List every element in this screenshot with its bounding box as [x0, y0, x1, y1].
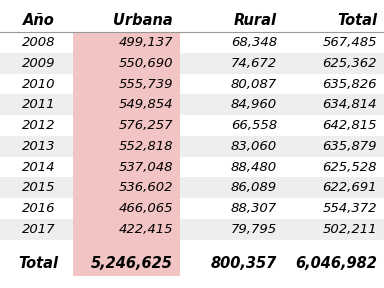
Text: 499,137: 499,137 [118, 36, 173, 49]
Text: Total: Total [337, 13, 377, 28]
Text: 2012: 2012 [22, 119, 55, 132]
Bar [73, 198, 180, 219]
Text: 74,672: 74,672 [231, 57, 277, 70]
Bar [180, 136, 284, 157]
Text: 88,307: 88,307 [231, 202, 277, 215]
Bar [284, 74, 384, 94]
Bar [0, 32, 73, 53]
Text: 554,372: 554,372 [323, 202, 377, 215]
Bar [180, 240, 384, 251]
Text: 6,046,982: 6,046,982 [295, 256, 377, 271]
Text: 642,815: 642,815 [323, 119, 377, 132]
Bar [73, 136, 180, 157]
Bar [0, 9, 384, 32]
Bar [73, 240, 180, 251]
Bar [284, 136, 384, 157]
Text: 552,818: 552,818 [118, 140, 173, 153]
Text: Rural: Rural [234, 13, 277, 28]
Bar [180, 177, 284, 198]
Text: 88,480: 88,480 [231, 160, 277, 174]
Bar [73, 53, 180, 74]
Text: 536,602: 536,602 [118, 181, 173, 194]
Text: 537,048: 537,048 [118, 160, 173, 174]
Text: 84,960: 84,960 [231, 98, 277, 111]
Text: Año: Año [23, 13, 54, 28]
Bar [180, 251, 384, 276]
Text: 549,854: 549,854 [118, 98, 173, 111]
Bar [0, 74, 73, 94]
Text: 2016: 2016 [22, 202, 55, 215]
Bar [180, 53, 284, 74]
Bar [180, 198, 284, 219]
Bar [180, 219, 284, 240]
Text: 800,357: 800,357 [211, 256, 277, 271]
Bar [284, 157, 384, 177]
Bar [284, 32, 384, 53]
Bar [180, 115, 284, 136]
Bar [73, 177, 180, 198]
Bar [0, 94, 73, 115]
Text: 83,060: 83,060 [231, 140, 277, 153]
Text: 502,211: 502,211 [323, 223, 377, 236]
Text: 422,415: 422,415 [118, 223, 173, 236]
Text: 2009: 2009 [22, 57, 55, 70]
Text: 80,087: 80,087 [231, 77, 277, 91]
Text: 635,826: 635,826 [323, 77, 377, 91]
Text: 625,528: 625,528 [323, 160, 377, 174]
Bar [180, 74, 284, 94]
Bar [0, 219, 73, 240]
Text: 2010: 2010 [22, 77, 55, 91]
Text: 86,089: 86,089 [231, 181, 277, 194]
Bar [73, 74, 180, 94]
Bar [73, 251, 180, 276]
Bar [0, 136, 73, 157]
Bar [0, 198, 73, 219]
Text: 567,485: 567,485 [323, 36, 377, 49]
Bar [0, 53, 73, 74]
Text: Total: Total [18, 256, 58, 271]
Bar [284, 53, 384, 74]
Bar [180, 157, 284, 177]
Bar [180, 94, 284, 115]
Bar [73, 32, 180, 53]
Text: 555,739: 555,739 [118, 77, 173, 91]
Bar [73, 115, 180, 136]
Text: 466,065: 466,065 [118, 202, 173, 215]
Bar [73, 157, 180, 177]
Bar [0, 251, 73, 276]
Text: 2014: 2014 [22, 160, 55, 174]
Text: 625,362: 625,362 [323, 57, 377, 70]
Text: 576,257: 576,257 [118, 119, 173, 132]
Text: 622,691: 622,691 [323, 181, 377, 194]
Bar [0, 240, 73, 251]
Bar [73, 94, 180, 115]
Text: 68,348: 68,348 [231, 36, 277, 49]
Bar [0, 115, 73, 136]
Text: 635,879: 635,879 [323, 140, 377, 153]
Bar [284, 219, 384, 240]
Bar [284, 94, 384, 115]
Text: 2013: 2013 [22, 140, 55, 153]
Text: 2008: 2008 [22, 36, 55, 49]
Text: Urbana: Urbana [113, 13, 173, 28]
Text: 2017: 2017 [22, 223, 55, 236]
Text: 2015: 2015 [22, 181, 55, 194]
Text: 79,795: 79,795 [231, 223, 277, 236]
Bar [0, 177, 73, 198]
Bar [180, 32, 284, 53]
Text: 550,690: 550,690 [118, 57, 173, 70]
Bar [284, 198, 384, 219]
Text: 5,246,625: 5,246,625 [91, 256, 173, 271]
Text: 634,814: 634,814 [323, 98, 377, 111]
Bar [284, 177, 384, 198]
Text: 66,558: 66,558 [231, 119, 277, 132]
Bar [0, 157, 73, 177]
Bar [73, 219, 180, 240]
Bar [284, 115, 384, 136]
Text: 2011: 2011 [22, 98, 55, 111]
